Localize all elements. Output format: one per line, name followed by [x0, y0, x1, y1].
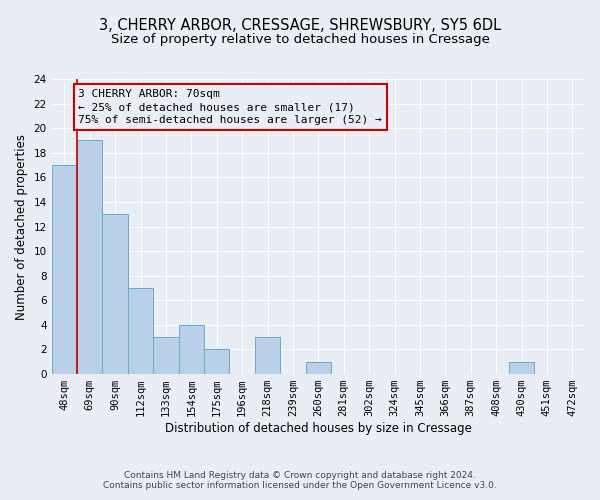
Bar: [128, 288, 153, 374]
Bar: [204, 350, 229, 374]
Bar: [153, 337, 179, 374]
Bar: [305, 362, 331, 374]
Bar: [179, 325, 204, 374]
Bar: [77, 140, 103, 374]
Bar: [255, 337, 280, 374]
Text: Contains HM Land Registry data © Crown copyright and database right 2024.
Contai: Contains HM Land Registry data © Crown c…: [103, 470, 497, 490]
X-axis label: Distribution of detached houses by size in Cressage: Distribution of detached houses by size …: [165, 422, 472, 435]
Text: 3 CHERRY ARBOR: 70sqm
← 25% of detached houses are smaller (17)
75% of semi-deta: 3 CHERRY ARBOR: 70sqm ← 25% of detached …: [79, 89, 382, 125]
Text: 3, CHERRY ARBOR, CRESSAGE, SHREWSBURY, SY5 6DL: 3, CHERRY ARBOR, CRESSAGE, SHREWSBURY, S…: [99, 18, 501, 32]
Y-axis label: Number of detached properties: Number of detached properties: [15, 134, 28, 320]
Bar: [52, 165, 77, 374]
Bar: [103, 214, 128, 374]
Text: Size of property relative to detached houses in Cressage: Size of property relative to detached ho…: [110, 32, 490, 46]
Bar: [509, 362, 534, 374]
